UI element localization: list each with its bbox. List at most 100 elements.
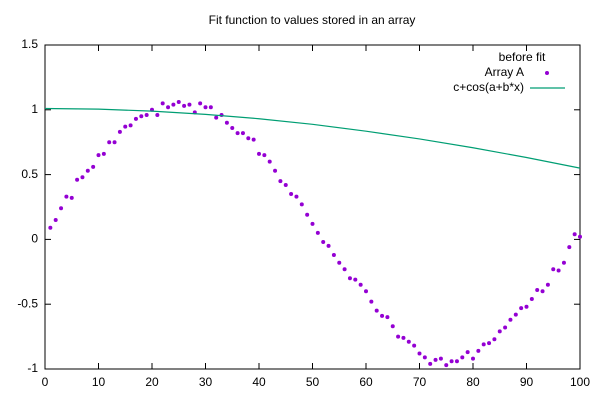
y-tick-label: -0.5	[17, 296, 38, 310]
x-tick-label: 100	[570, 375, 590, 389]
data-point	[535, 287, 540, 292]
data-point	[176, 100, 181, 105]
x-tick-label: 20	[145, 375, 159, 389]
x-tick-label: 70	[413, 375, 427, 389]
y-tick-label: -1	[27, 361, 38, 375]
data-point	[374, 308, 379, 313]
data-point	[53, 217, 58, 222]
data-point	[294, 194, 299, 199]
x-tick-label: 50	[306, 375, 320, 389]
data-point	[198, 101, 203, 106]
data-point	[267, 159, 272, 164]
data-point	[289, 192, 294, 197]
fit-line	[44, 107, 581, 169]
data-point	[460, 355, 465, 360]
data-point	[487, 341, 492, 346]
data-point	[315, 230, 320, 235]
data-point	[69, 195, 74, 200]
data-point	[412, 343, 417, 348]
data-point	[347, 276, 352, 281]
data-point	[321, 239, 326, 244]
data-point	[160, 101, 165, 106]
data-point	[572, 232, 577, 237]
data-point	[208, 105, 213, 110]
legend-title: before fit	[499, 50, 546, 64]
plot-frame	[44, 44, 581, 370]
data-point	[513, 312, 518, 317]
data-point	[246, 136, 251, 141]
data-point	[283, 182, 288, 187]
data-point	[59, 206, 64, 211]
x-tick-label: 30	[199, 375, 213, 389]
data-point	[396, 334, 401, 339]
data-point	[85, 168, 90, 173]
data-point	[567, 245, 572, 250]
data-point	[101, 151, 106, 156]
data-point	[503, 325, 508, 330]
data-point	[251, 137, 256, 142]
data-point	[524, 304, 529, 309]
data-point	[96, 153, 101, 158]
data-point	[449, 359, 454, 364]
x-tick-label: 0	[42, 375, 49, 389]
legend-label: Array A	[485, 65, 524, 79]
legend-marker	[545, 71, 549, 75]
data-point	[508, 317, 513, 322]
data-point	[444, 363, 449, 368]
data-point	[133, 116, 138, 121]
data-point	[551, 267, 556, 272]
data-point	[203, 105, 208, 110]
data-point	[331, 252, 336, 257]
data-point	[278, 179, 283, 184]
data-point	[117, 129, 122, 134]
data-point	[428, 361, 433, 366]
data-point	[107, 140, 112, 145]
data-point	[529, 297, 534, 302]
data-point	[235, 131, 240, 136]
data-point	[182, 103, 187, 108]
data-point	[80, 175, 85, 180]
data-point	[406, 339, 411, 344]
data-point	[112, 140, 117, 145]
chart-title: Fit function to values stored in an arra…	[209, 13, 416, 27]
data-point	[540, 289, 545, 294]
data-point	[337, 260, 342, 265]
data-point	[438, 356, 443, 361]
data-point	[561, 260, 566, 265]
data-point	[139, 114, 144, 119]
data-point	[240, 131, 245, 136]
x-tick-label: 80	[466, 375, 480, 389]
data-point	[353, 277, 358, 282]
data-point	[91, 164, 96, 169]
legend-label: c+cos(a+b*x)	[453, 80, 524, 94]
data-point	[224, 120, 229, 125]
data-point	[128, 123, 133, 128]
data-point	[578, 234, 582, 239]
data-point	[257, 151, 261, 156]
data-point	[342, 267, 347, 272]
x-tick-label: 10	[92, 375, 106, 389]
data-point	[155, 112, 160, 117]
data-point	[166, 105, 171, 110]
data-point	[465, 350, 470, 355]
data-point	[401, 335, 406, 340]
data-point	[492, 337, 497, 342]
data-point	[123, 124, 128, 129]
data-point	[144, 112, 149, 117]
data-point	[519, 306, 524, 311]
data-point	[385, 315, 390, 320]
data-point	[262, 153, 267, 158]
data-point	[364, 289, 368, 294]
x-tick-label: 40	[252, 375, 266, 389]
data-point	[476, 348, 481, 353]
data-point	[214, 115, 219, 120]
data-point	[471, 356, 475, 361]
data-point	[380, 313, 385, 318]
data-point	[299, 202, 304, 207]
x-tick-label: 90	[520, 375, 534, 389]
y-tick-label: 1.5	[21, 37, 38, 51]
data-point	[187, 102, 192, 107]
data-point	[230, 125, 235, 130]
data-point	[75, 177, 80, 182]
